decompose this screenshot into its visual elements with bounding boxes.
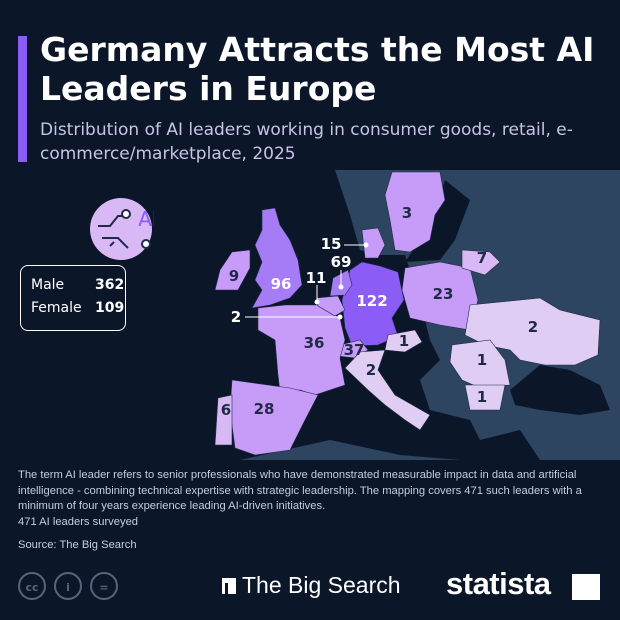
female-label: Female bbox=[31, 300, 82, 316]
value-label-belgium: 11 bbox=[306, 269, 327, 287]
country-portugal bbox=[214, 394, 233, 446]
value-label-spain: 28 bbox=[254, 400, 275, 418]
survey-count: 471 AI leaders surveyed bbox=[18, 515, 139, 528]
cc-icon[interactable]: cc bbox=[18, 572, 46, 600]
callout-dot-netherlands bbox=[338, 284, 344, 290]
value-label-switzerland: 37 bbox=[344, 341, 365, 359]
methodology-note: The term AI leader refers to senior prof… bbox=[18, 469, 582, 512]
nd-icon[interactable]: = bbox=[90, 572, 118, 600]
value-label-portugal: 6 bbox=[221, 401, 231, 419]
page-title: Germany Attracts the Most AI Leaders in … bbox=[40, 30, 595, 108]
land-north-africa bbox=[240, 440, 460, 460]
the-big-search-icon bbox=[222, 578, 236, 594]
country-france bbox=[257, 304, 346, 396]
country-denmark bbox=[361, 227, 386, 259]
female-value: 109 bbox=[95, 300, 125, 316]
country-sweden bbox=[384, 171, 446, 253]
male-value: 362 bbox=[95, 277, 125, 293]
value-label-united-kingdom: 96 bbox=[271, 275, 292, 293]
country-belgium bbox=[315, 295, 346, 317]
source: Source: The Big Search bbox=[18, 539, 137, 551]
male-label: Male bbox=[31, 277, 65, 293]
value-label-romania: 1 bbox=[477, 351, 487, 369]
country-ireland bbox=[214, 249, 251, 291]
callout-dot-belgium bbox=[314, 299, 320, 305]
value-label-luxembourg: 2 bbox=[231, 308, 241, 326]
the-big-search-logo: The Big Search bbox=[222, 572, 401, 599]
value-label-germany: 122 bbox=[356, 292, 387, 310]
svg-text:AI: AI bbox=[138, 207, 154, 231]
value-label-denmark: 15 bbox=[321, 235, 342, 253]
gender-breakdown: Male 362 Female 109 bbox=[20, 265, 126, 331]
statista-logo[interactable]: statista bbox=[446, 566, 551, 601]
country-lithuania bbox=[461, 249, 501, 276]
value-label-sweden: 3 bbox=[402, 204, 412, 222]
sea-black-sea bbox=[510, 365, 610, 415]
footnote: The term AI leader refers to senior prof… bbox=[18, 468, 618, 530]
accent-bar bbox=[18, 36, 27, 162]
value-label-ukraine: 2 bbox=[528, 318, 538, 336]
value-label-france: 36 bbox=[304, 334, 325, 352]
callout-dot-denmark bbox=[363, 242, 369, 248]
country-bulgaria bbox=[464, 384, 506, 411]
value-label-lithuania: 7 bbox=[477, 249, 487, 267]
ai-chip-icon: AI bbox=[90, 198, 154, 260]
subtitle: Distribution of AI leaders working in co… bbox=[40, 120, 573, 164]
by-icon[interactable]: i bbox=[54, 572, 82, 600]
value-label-ireland: 9 bbox=[229, 267, 239, 285]
statista-icon bbox=[572, 574, 600, 600]
country-germany bbox=[341, 261, 405, 347]
value-label-austria: 1 bbox=[399, 332, 409, 350]
value-label-italy: 2 bbox=[366, 361, 376, 379]
callout-dot-luxembourg bbox=[337, 314, 343, 320]
value-label-bulgaria: 1 bbox=[477, 388, 487, 406]
value-label-poland: 23 bbox=[433, 285, 454, 303]
country-italy bbox=[344, 349, 431, 431]
value-label-netherlands: 69 bbox=[331, 253, 352, 271]
country-austria bbox=[384, 329, 423, 353]
country-united-kingdom bbox=[251, 207, 303, 309]
